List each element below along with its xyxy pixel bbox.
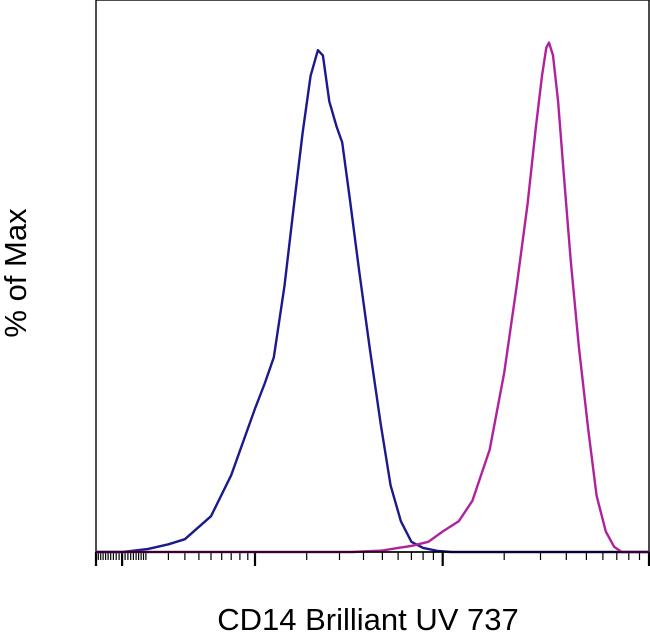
series-layer [96, 41, 649, 554]
series-line-2 [96, 41, 649, 554]
x-axis-label: CD14 Brilliant UV 737 [217, 602, 519, 634]
y-axis-label: % of Max [0, 208, 33, 338]
x-axis-ticks [94, 552, 650, 566]
plot-frame [95, 0, 650, 553]
series-line-1 [96, 49, 649, 554]
